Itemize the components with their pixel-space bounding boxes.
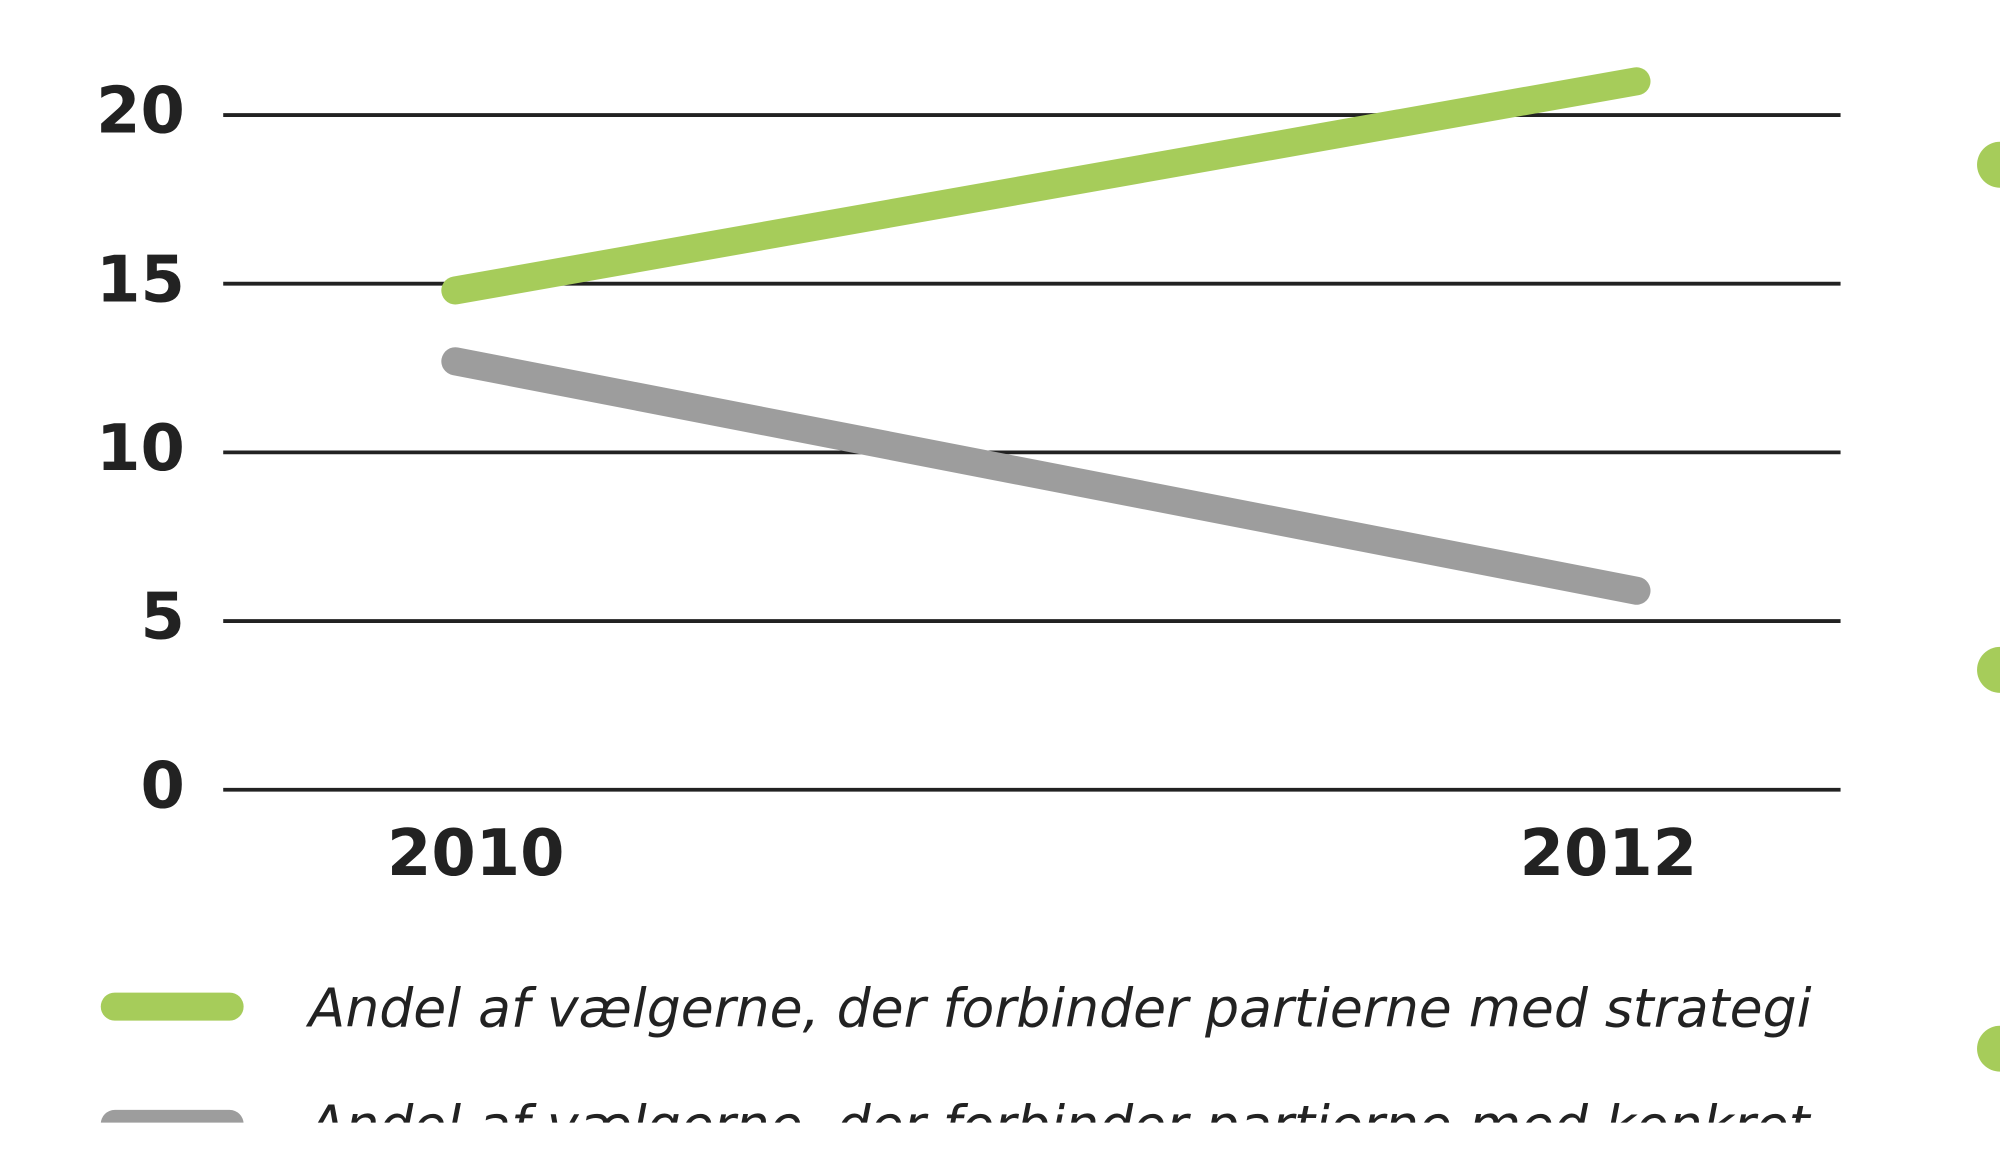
legend-label: Andel af vælgerne, der forbinder partier… xyxy=(306,1094,1812,1157)
x-tick-label: 2012 xyxy=(1520,817,1697,891)
y-tick-label: 20 xyxy=(96,75,185,149)
series-line xyxy=(441,67,1651,305)
legend-label: Andel af vælgerne, der forbinder partier… xyxy=(306,976,1812,1039)
y-tick-label: 0 xyxy=(141,749,185,823)
y-tick-label: 5 xyxy=(141,581,185,655)
y-tick-label: 15 xyxy=(96,243,185,317)
x-tick-label: 2010 xyxy=(387,817,564,891)
decor-dot xyxy=(1977,646,2000,693)
decor-dot xyxy=(1977,141,2000,188)
series-line xyxy=(441,347,1651,605)
decor-dot xyxy=(1977,1025,2000,1072)
y-tick-label: 10 xyxy=(96,412,185,486)
plot: 0 5 10 15 20 2010 2012 Andel af vælgerne, der f… xyxy=(96,67,1841,1157)
